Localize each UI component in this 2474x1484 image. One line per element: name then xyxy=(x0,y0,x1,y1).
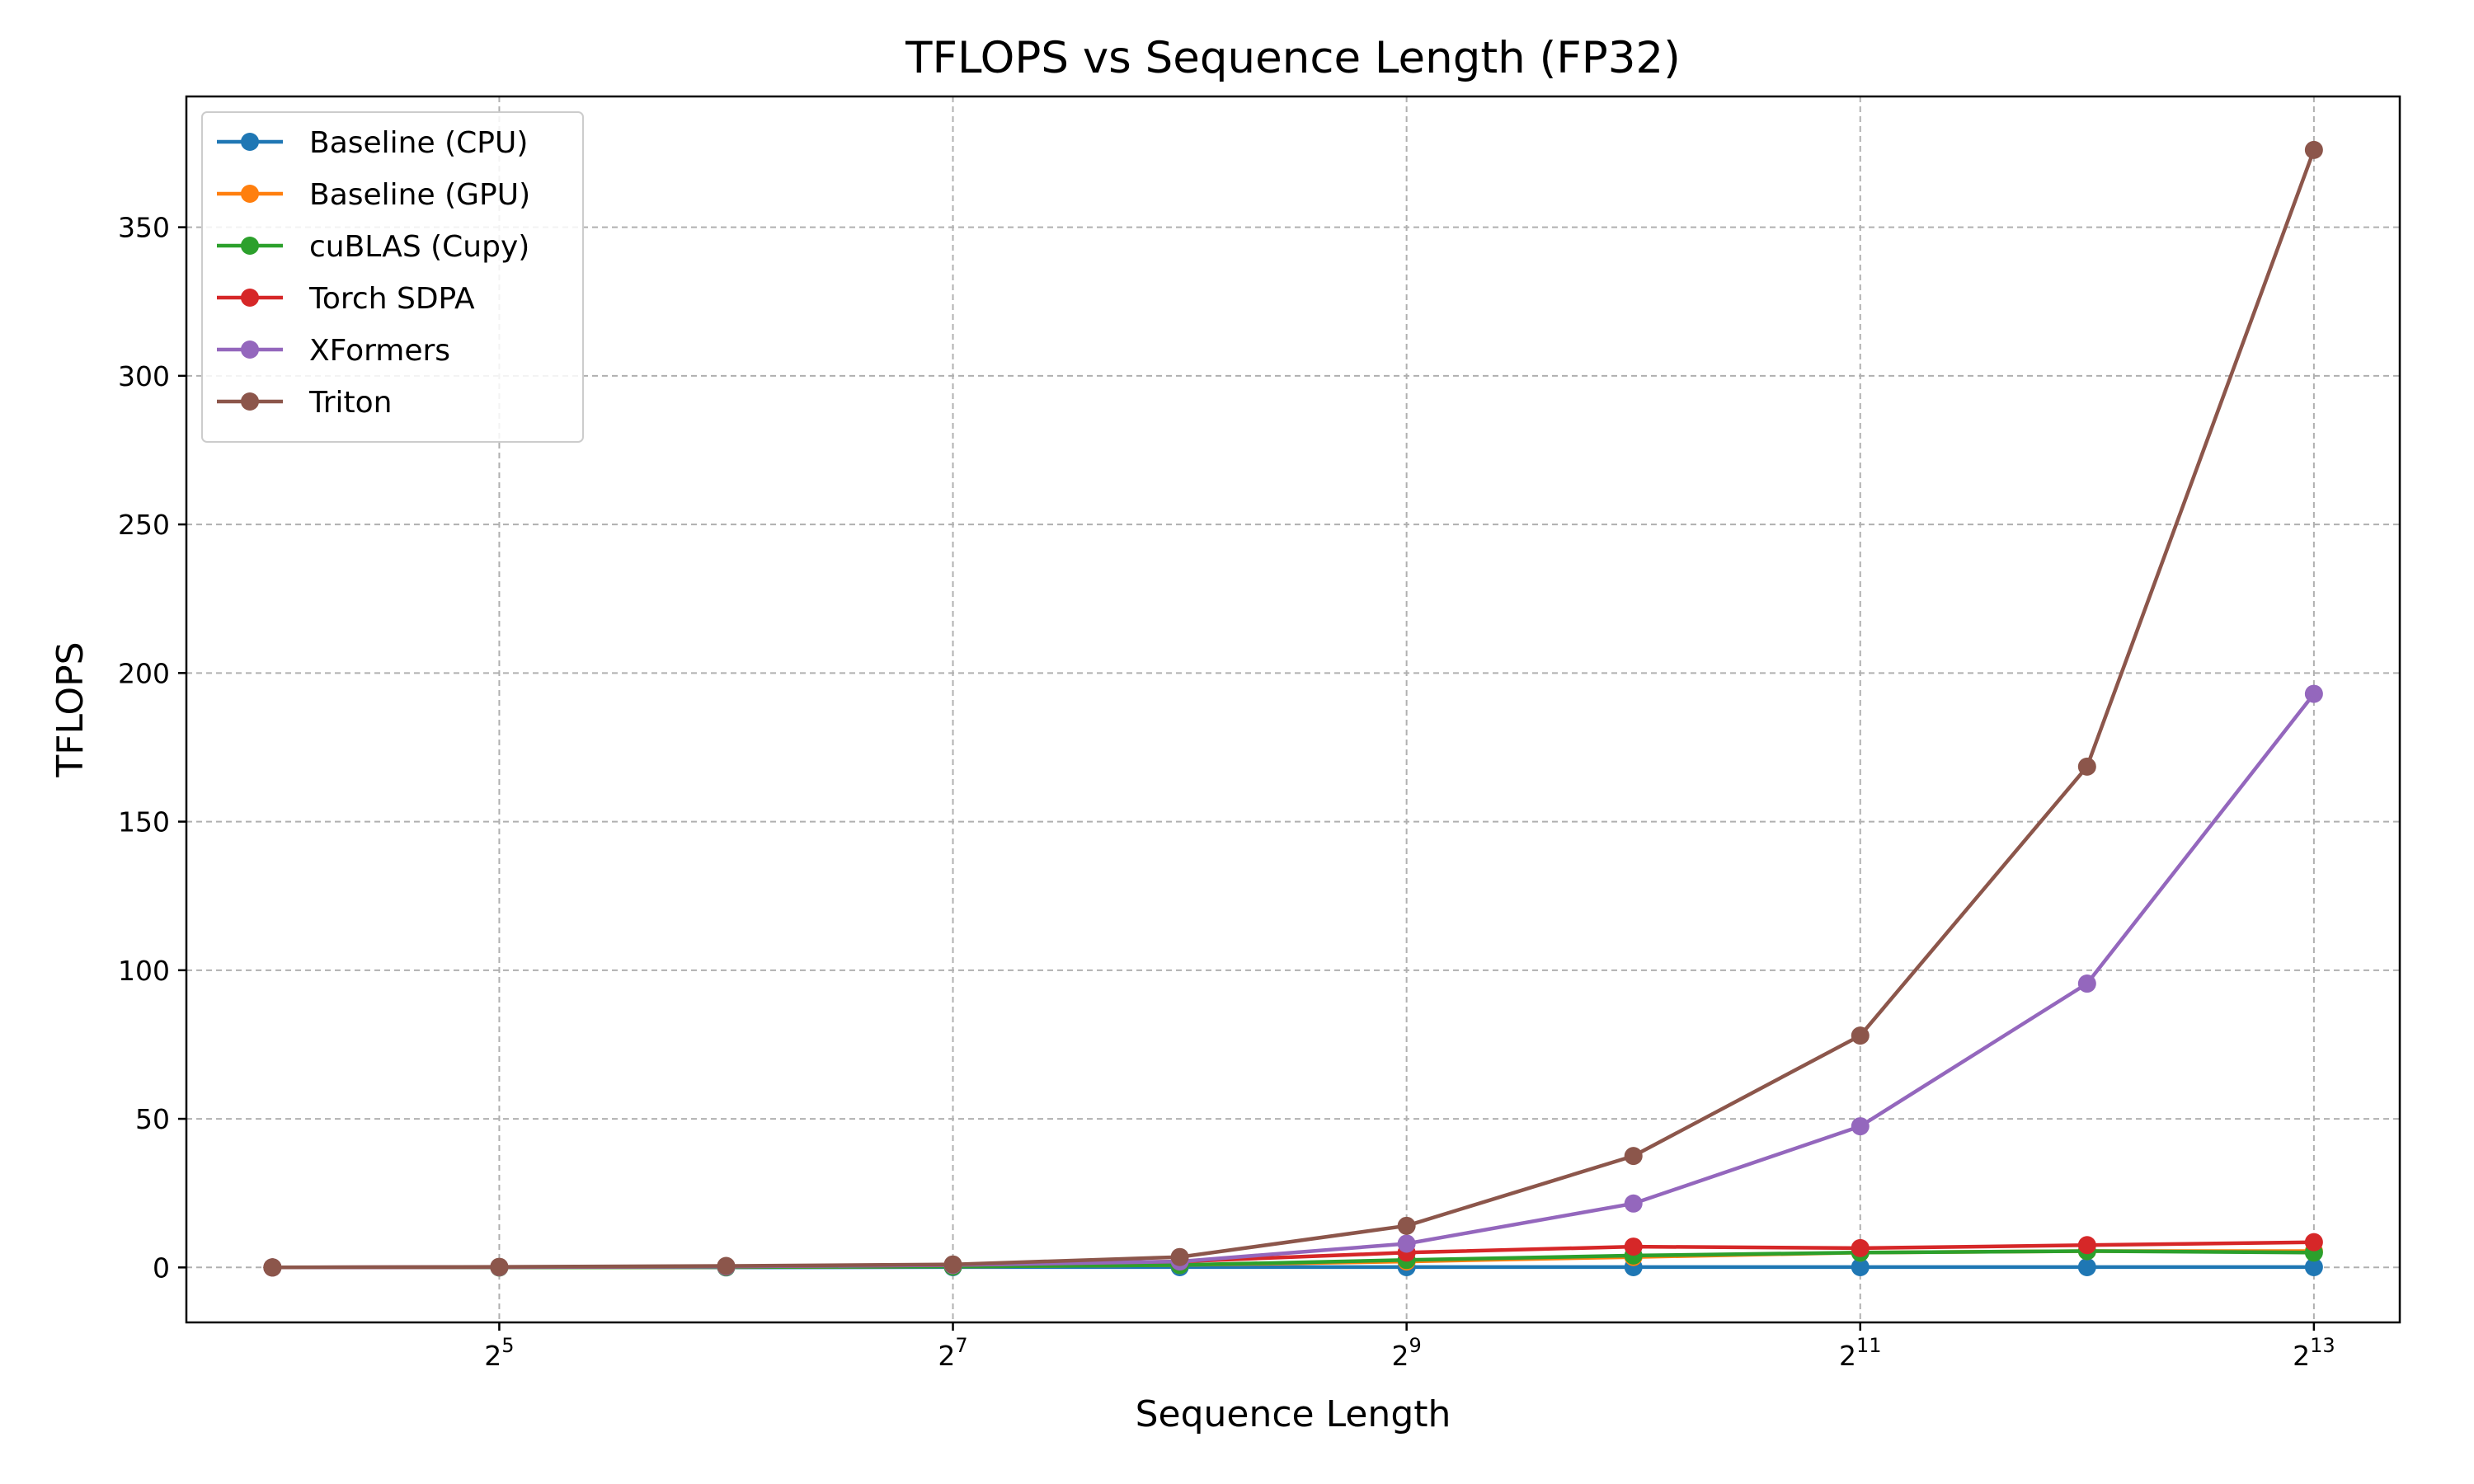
x-tick-exponent: 5 xyxy=(501,1334,514,1357)
x-tick-label: 211 xyxy=(1839,1334,1882,1372)
x-tick-base: 2 xyxy=(2293,1340,2310,1372)
data-point xyxy=(2304,1257,2323,1276)
legend-item: Baseline (CPU) xyxy=(217,126,528,160)
y-tick-label: 300 xyxy=(118,360,170,392)
data-point xyxy=(717,1256,736,1275)
data-point xyxy=(263,1258,282,1277)
legend-label: Baseline (CPU) xyxy=(309,126,528,160)
chart-title: TFLOPS vs Sequence Length (FP32) xyxy=(905,33,1681,83)
x-tick-base: 2 xyxy=(1839,1340,1856,1372)
x-tick-label: 25 xyxy=(484,1334,514,1372)
y-axis-title: TFLOPS xyxy=(49,641,92,777)
y-axis-ticks: 0 50 100 150 200 250 300 350 xyxy=(118,212,186,1284)
data-point xyxy=(2077,757,2096,776)
x-tick-exponent: 13 xyxy=(2310,1334,2335,1357)
plot-area-frame xyxy=(185,95,2401,1324)
x-tick-label: 29 xyxy=(1392,1334,1422,1372)
data-point xyxy=(1624,1147,1643,1166)
legend-item: XFormers xyxy=(217,334,450,368)
y-tick-label: 50 xyxy=(135,1103,170,1135)
data-point xyxy=(1624,1237,1643,1256)
legend-label: XFormers xyxy=(309,334,450,368)
legend: Baseline (CPU) Baseline (GPU) cuBLAS (Cupy… xyxy=(201,111,584,443)
series-line xyxy=(272,693,2316,1270)
legend-label: Triton xyxy=(308,386,392,420)
legend-marker xyxy=(241,340,259,359)
x-tick-base: 2 xyxy=(484,1340,501,1372)
legend-marker xyxy=(241,237,259,255)
x-tick-exponent: 7 xyxy=(955,1334,967,1357)
legend-label: cuBLAS (Cupy) xyxy=(309,230,529,264)
legend-box xyxy=(201,111,584,443)
x-tick-label: 27 xyxy=(938,1334,967,1372)
data-point xyxy=(1851,1026,1870,1045)
data-point xyxy=(2304,684,2323,703)
x-tick-exponent: 9 xyxy=(1409,1334,1422,1357)
data-point xyxy=(1851,1117,1870,1136)
legend-item: Baseline (GPU) xyxy=(217,178,530,212)
data-point xyxy=(1397,1234,1416,1253)
series-triton xyxy=(263,140,2323,1277)
y-tick-label: 150 xyxy=(118,806,170,838)
series-lines xyxy=(263,140,2323,1277)
legend-label: Baseline (GPU) xyxy=(309,178,530,212)
data-point xyxy=(2304,140,2323,159)
legend-marker xyxy=(241,133,259,151)
legend-marker xyxy=(241,185,259,203)
y-tick-label: 100 xyxy=(118,955,170,987)
legend-item: Torch SDPA xyxy=(217,282,475,316)
series-line xyxy=(272,149,2316,1270)
data-point xyxy=(2077,1236,2096,1255)
y-tick-label: 0 xyxy=(153,1252,170,1284)
x-axis-title: Sequence Length xyxy=(1136,1393,1451,1435)
legend-marker xyxy=(241,392,259,411)
x-axis-ticks: 25 27 29 211 213 xyxy=(484,1322,2335,1372)
data-point xyxy=(490,1257,509,1276)
x-tick-label: 213 xyxy=(2293,1334,2335,1372)
data-point xyxy=(1624,1194,1643,1213)
legend-item: Triton xyxy=(217,386,392,420)
data-point xyxy=(943,1255,962,1274)
y-tick-label: 200 xyxy=(118,657,170,689)
x-tick-exponent: 11 xyxy=(1856,1334,1882,1357)
data-point xyxy=(1397,1216,1416,1235)
data-point xyxy=(2304,1233,2323,1252)
x-tick-base: 2 xyxy=(1392,1340,1409,1372)
data-point xyxy=(1851,1257,1870,1276)
data-point xyxy=(1851,1238,1870,1257)
data-point xyxy=(2077,1257,2096,1276)
legend-item: cuBLAS (Cupy) xyxy=(217,230,529,264)
y-tick-label: 350 xyxy=(118,212,170,244)
legend-label: Torch SDPA xyxy=(308,282,475,316)
data-point xyxy=(2077,974,2096,993)
y-tick-label: 250 xyxy=(118,509,170,541)
x-tick-base: 2 xyxy=(938,1340,955,1372)
legend-marker xyxy=(241,289,259,307)
series-xformers xyxy=(263,684,2323,1277)
data-point xyxy=(1170,1247,1189,1266)
